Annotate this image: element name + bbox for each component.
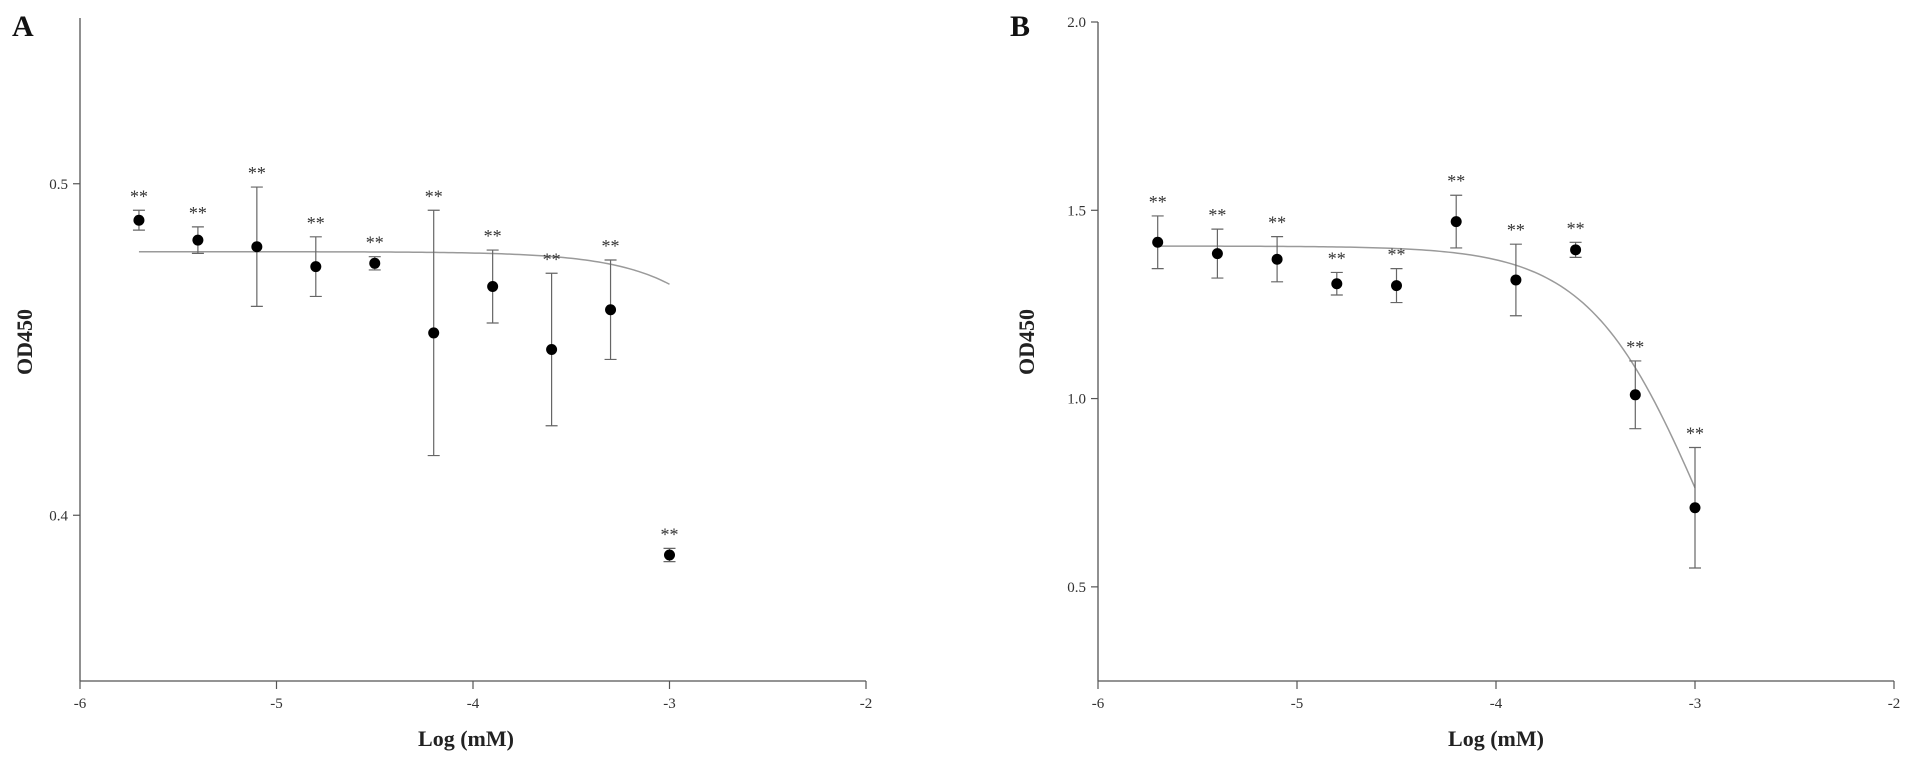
panel-b-significance-label: ** bbox=[1328, 248, 1346, 268]
panel-a-letter: A bbox=[12, 10, 34, 43]
panel-b-significance-label: ** bbox=[1149, 192, 1167, 212]
panel-b-y-tick-label: 1.5 bbox=[1067, 203, 1086, 219]
panel-a-data-point bbox=[192, 234, 204, 246]
panel-b-data-point bbox=[1391, 280, 1402, 292]
panel-a-significance-label: ** bbox=[189, 203, 207, 223]
panel-a-x-tick-label: -2 bbox=[860, 696, 873, 712]
panel-b-y-tick-label: 1.0 bbox=[1067, 392, 1086, 408]
panel-b-data-point bbox=[1331, 278, 1343, 290]
panel-a-significance-label: ** bbox=[248, 163, 266, 183]
panel-b-significance-label: ** bbox=[1388, 245, 1406, 265]
panel-a-data-point bbox=[546, 344, 558, 355]
panel-a-significance-label: ** bbox=[130, 186, 148, 206]
panel-a-x-tick-label: -5 bbox=[270, 696, 283, 712]
panel-a-x-tick-label: -3 bbox=[663, 696, 676, 712]
panel-b-x-tick-label: -3 bbox=[1689, 696, 1702, 712]
panel-a-significance-label: ** bbox=[543, 249, 561, 269]
panel-a: A OD450 Log (mM) -6 -5 -4 -3 -2 0.4 0.5 ** ** ** *… bbox=[12, 10, 872, 751]
panel-b-significance-label: ** bbox=[1268, 213, 1286, 233]
panel-b-letter: B bbox=[1010, 10, 1030, 43]
panel-b-x-tick-label: -5 bbox=[1291, 696, 1304, 712]
panel-a-data-point bbox=[310, 261, 322, 273]
panel-a-data-point bbox=[428, 327, 440, 339]
panel-a-x-tick-label: -4 bbox=[467, 696, 480, 712]
panel-b-significance-label: ** bbox=[1447, 171, 1465, 191]
panel-a-x-tick-label: -6 bbox=[74, 696, 87, 712]
panel-a-data-point bbox=[487, 281, 499, 293]
panel-b-significance-label: ** bbox=[1507, 220, 1525, 240]
panel-b-significance-label: ** bbox=[1626, 337, 1644, 357]
panel-b-y-tick-label: 0.5 bbox=[1067, 580, 1086, 596]
panel-b-x-tick-label: -4 bbox=[1490, 696, 1503, 712]
panel-b-data-point bbox=[1570, 244, 1582, 256]
panel-b-x-axis-title: Log (mM) bbox=[1448, 726, 1544, 751]
panel-b-x-tick-label: -2 bbox=[1888, 696, 1901, 712]
panel-a-y-tick-label: 0.5 bbox=[49, 177, 68, 193]
panel-a-fit-curve bbox=[138, 250, 670, 285]
panel-b-data-point bbox=[1689, 502, 1701, 514]
panel-a-data-point bbox=[369, 257, 381, 269]
panel-b-data-point bbox=[1271, 253, 1283, 265]
panel-b-significance-label: ** bbox=[1567, 218, 1585, 238]
panel-a-significance-label: ** bbox=[602, 236, 620, 256]
panel-a-data-point bbox=[251, 241, 263, 253]
panel-a-data-point bbox=[605, 304, 617, 316]
panel-a-y-axis-title: OD450 bbox=[12, 309, 37, 375]
panel-a-significance-label: ** bbox=[307, 213, 325, 233]
panel-b-y-axis-title: OD450 bbox=[1014, 309, 1039, 375]
panel-b-x-tick-label: -6 bbox=[1092, 696, 1105, 712]
panel-b-data-point bbox=[1211, 248, 1223, 260]
panel-b-data-point bbox=[1450, 216, 1462, 228]
panel-a-significance-label: ** bbox=[484, 226, 502, 246]
panel-a-y-tick-label: 0.4 bbox=[49, 508, 68, 524]
panel-b-significance-label: ** bbox=[1686, 424, 1704, 444]
panel-a-significance-label: ** bbox=[425, 186, 443, 206]
panel-a-data-point bbox=[664, 549, 675, 561]
panel-b-y-tick-label: 2.0 bbox=[1067, 15, 1086, 31]
panel-b-significance-label: ** bbox=[1208, 205, 1226, 225]
panel-b: B OD450 Log (mM) -6 -5 -4 -3 -2 0.5 1.0 1.5 2.0 *… bbox=[1010, 10, 1900, 751]
panel-a-significance-label: ** bbox=[661, 524, 679, 544]
panel-b-data-point bbox=[1510, 274, 1522, 286]
panel-a-significance-label: ** bbox=[366, 233, 384, 253]
panel-b-data-point bbox=[1629, 389, 1641, 401]
panel-b-fit-curve bbox=[1157, 245, 1696, 489]
panel-a-x-axis-title: Log (mM) bbox=[418, 726, 514, 751]
panel-a-data-point bbox=[133, 214, 145, 226]
panel-b-data-point bbox=[1152, 236, 1164, 248]
